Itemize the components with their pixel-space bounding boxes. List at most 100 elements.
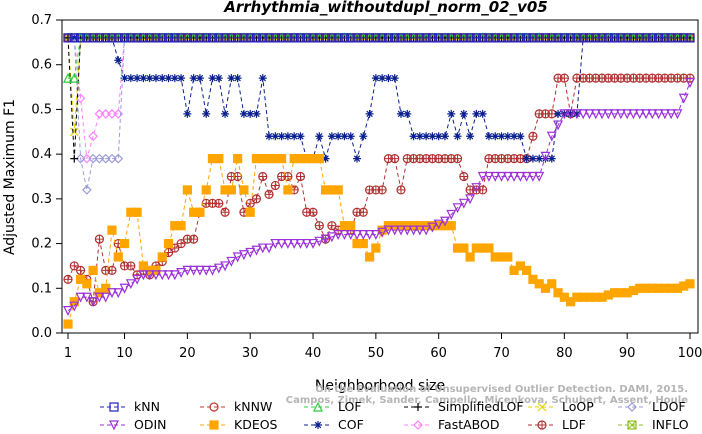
- data-point: [63, 33, 73, 43]
- series-kdeos: [63, 154, 695, 329]
- data-point: [484, 33, 494, 43]
- data-point: [578, 33, 588, 43]
- data-point: [458, 198, 469, 209]
- y-tick-label: 0.5: [31, 102, 52, 117]
- data-point: [270, 238, 281, 249]
- data-point: [277, 154, 287, 164]
- data-point: [233, 33, 243, 43]
- x-tick-label: 90: [619, 346, 636, 361]
- data-point: [396, 109, 405, 118]
- data-point: [107, 109, 117, 119]
- data-point: [353, 154, 362, 163]
- data-point: [584, 109, 595, 120]
- data-point: [164, 74, 173, 83]
- data-point: [151, 33, 161, 43]
- data-point: [220, 261, 231, 272]
- legend-item-ldof: LDOF: [618, 399, 686, 414]
- data-point: [176, 221, 186, 231]
- data-point: [69, 261, 79, 271]
- data-point: [283, 171, 293, 182]
- data-point: [446, 221, 456, 231]
- data-point: [214, 74, 223, 83]
- data-point: [251, 194, 262, 204]
- data-point: [101, 33, 111, 43]
- data-point: [69, 72, 80, 83]
- data-point: [364, 33, 375, 43]
- data-point: [396, 33, 406, 43]
- data-point: [126, 33, 136, 43]
- series-line: [68, 37, 690, 159]
- data-point: [75, 153, 86, 164]
- data-point: [434, 132, 443, 141]
- data-point: [490, 33, 500, 43]
- data-point: [359, 132, 368, 141]
- data-point: [465, 33, 475, 43]
- data-point: [163, 33, 174, 43]
- data-point: [209, 402, 219, 412]
- y-tick-label: 0.3: [31, 192, 52, 207]
- data-point: [465, 252, 475, 262]
- data-point: [308, 33, 318, 43]
- data-point: [378, 74, 387, 83]
- data-point: [233, 74, 242, 83]
- legend-item-ldf: LDF: [528, 417, 586, 432]
- data-point: [126, 74, 135, 83]
- data-point: [339, 33, 350, 43]
- data-point: [321, 154, 330, 163]
- data-point: [202, 109, 211, 118]
- data-point: [195, 207, 205, 217]
- data-point: [151, 74, 160, 83]
- data-point: [446, 33, 456, 43]
- x-tick-label: 70: [493, 346, 510, 361]
- data-point: [251, 33, 262, 43]
- data-point: [565, 109, 576, 120]
- data-point: [214, 33, 224, 43]
- data-point: [213, 263, 224, 274]
- data-point: [194, 265, 205, 276]
- data-point: [459, 171, 469, 182]
- data-point: [94, 234, 105, 244]
- data-point: [176, 33, 186, 43]
- legend-label: LOF: [338, 399, 362, 414]
- data-point: [264, 243, 275, 254]
- data-point: [163, 238, 174, 249]
- data-point: [113, 288, 124, 299]
- legend-label: kNN: [134, 399, 160, 414]
- data-point: [440, 132, 449, 141]
- data-point: [295, 171, 306, 182]
- data-point: [69, 127, 79, 137]
- data-point: [201, 265, 212, 276]
- y-axis-label: Adjusted Maximum F1: [2, 99, 18, 255]
- data-point: [63, 306, 73, 316]
- data-point: [358, 238, 368, 249]
- data-point: [125, 279, 136, 290]
- data-point: [270, 180, 280, 191]
- data-point: [383, 225, 394, 236]
- data-point: [522, 33, 532, 43]
- data-point: [100, 292, 111, 303]
- data-point: [226, 33, 236, 43]
- data-point: [584, 33, 595, 43]
- data-point: [264, 189, 274, 199]
- legend-label: SimplifiedLOF: [438, 399, 524, 414]
- data-point: [616, 33, 626, 43]
- data-point: [685, 33, 695, 43]
- data-point: [571, 109, 582, 120]
- x-tick-label: 50: [368, 346, 385, 361]
- x-tick-label: 10: [116, 346, 133, 361]
- data-point: [145, 33, 155, 43]
- data-point: [214, 154, 224, 164]
- data-point: [390, 33, 400, 43]
- chart-title: Arrhythmia_withoutdupl_norm_02_v05: [223, 0, 547, 16]
- data-point: [88, 131, 98, 142]
- data-point: [88, 297, 99, 308]
- data-point: [466, 132, 475, 141]
- data-point: [358, 207, 368, 217]
- series-simplifiedlof: [64, 33, 694, 163]
- data-point: [88, 33, 98, 43]
- data-point: [195, 74, 204, 83]
- data-point: [333, 33, 343, 43]
- data-point: [415, 33, 425, 43]
- data-point: [547, 154, 556, 163]
